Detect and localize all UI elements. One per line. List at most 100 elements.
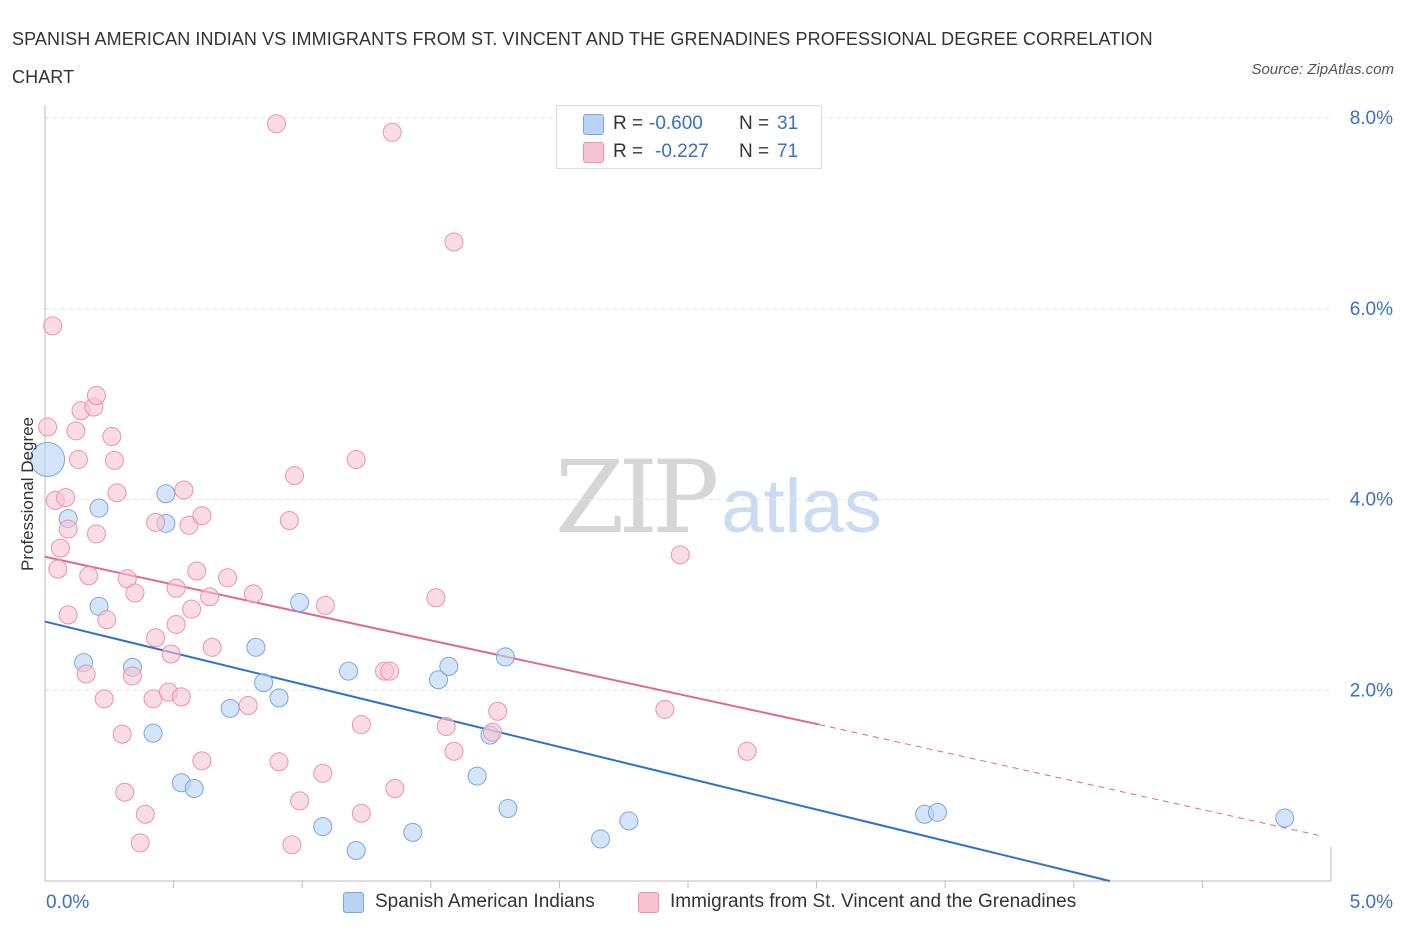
data-point-blue [89,498,109,518]
trend-line-blue [44,620,1111,882]
grid-lines [45,117,1331,691]
y-tick-label: 6.0% [1350,299,1393,320]
data-point-pink [104,450,124,470]
data-point-pink [161,644,181,664]
data-point-pink [351,803,371,823]
data-point-pink [444,232,464,252]
chart-title: SPANISH AMERICAN INDIAN VS IMMIGRANTS FR… [12,29,1153,87]
data-point-blue [619,811,639,831]
data-point-blue [1275,808,1295,828]
y-tick-label: 8.0% [1350,108,1393,129]
data-point-pink [346,449,366,469]
data-point-pink [56,488,76,508]
data-point-blue [184,778,204,798]
data-point-blue [927,802,947,822]
data-point-pink [58,519,78,539]
data-point-pink [58,605,78,625]
data-point-pink [488,701,508,721]
data-point-pink [385,778,405,798]
x-tick-label: 0.0% [46,892,89,913]
data-point-pink [43,316,63,336]
data-point-pink [382,122,402,142]
data-point-pink [238,696,258,716]
data-point-pink [97,610,117,630]
data-point-pink [135,804,155,824]
watermark-zip: ZIP [555,439,719,556]
data-point-pink [670,545,690,565]
data-point-pink [115,782,135,802]
y-tick-label: 2.0% [1350,680,1393,701]
data-point-blue [439,656,459,676]
data-point-pink [426,588,446,608]
y-axis-title: Professional Degree [18,416,37,572]
data-point-pink [166,614,186,634]
data-point-pink [171,687,191,707]
data-point-pink [279,510,299,530]
data-point-blue [30,441,66,477]
data-point-pink [444,741,464,761]
data-point-pink [200,587,220,607]
data-point-pink [202,637,222,657]
data-point-blue [246,637,266,657]
data-point-blue [467,766,487,786]
data-point-pink [86,386,106,406]
data-point-blue [403,822,423,842]
legend-label-blue: Spanish American Indians [375,891,595,912]
data-point-pink [290,791,310,811]
data-point-pink [737,741,757,761]
data-point-pink [284,466,304,486]
data-point-pink [48,559,68,579]
data-point-blue [220,698,240,718]
data-point-pink [380,661,400,681]
legend-label-pink: Immigrants from St. Vincent and the Gren… [670,891,1077,912]
data-point-blue [156,484,176,504]
legend-swatch-pink [638,892,659,913]
data-point-pink [218,568,238,588]
legend-n-value: 31 [777,113,799,134]
data-point-pink [86,524,106,544]
data-point-pink [146,512,166,532]
data-point-pink [66,421,86,441]
data-point-blue [498,799,518,819]
watermark: ZIP atlas [555,448,882,557]
data-point-pink [130,833,150,853]
legend-n-label: N = [739,113,770,134]
data-point-blue [313,817,333,837]
data-point-pink [146,628,166,648]
legend-r-label: R = [613,141,644,162]
data-point-pink [174,480,194,500]
data-point-pink [68,449,88,469]
watermark-atlas: atlas [721,464,882,549]
tick-labels: 2.0% 4.0% 6.0% 8.0% 0.0% 5.0% [46,108,1393,913]
data-point-pink [266,114,286,134]
data-point-pink [79,566,99,586]
data-point-blue [591,829,611,849]
data-point-pink [50,538,70,558]
data-point-pink [122,666,142,686]
data-point-pink [182,599,202,619]
data-point-pink [102,427,122,447]
data-point-pink [351,715,371,735]
legend-r-value: -0.600 [649,113,703,134]
series-blue [30,441,1295,860]
data-point-pink [179,515,199,535]
data-points [30,114,1295,860]
data-point-pink [76,664,96,684]
correlation-legend: R = -0.600 N = 31 R = -0.227 N = 71 [556,105,822,169]
data-point-blue [495,647,515,667]
legend-n-label: N = [739,141,770,162]
data-point-pink [436,716,456,736]
trend-lines [44,555,1319,882]
data-point-blue [254,673,274,693]
x-tick-label: 5.0% [1350,892,1393,913]
data-point-pink [192,751,212,771]
data-point-pink [655,699,675,719]
legend-r-value: -0.227 [655,141,709,162]
data-point-blue [429,670,449,690]
data-point-pink [282,835,302,855]
data-point-pink [313,763,333,783]
data-point-pink [269,752,289,772]
data-point-pink [94,689,114,709]
data-point-blue [338,661,358,681]
